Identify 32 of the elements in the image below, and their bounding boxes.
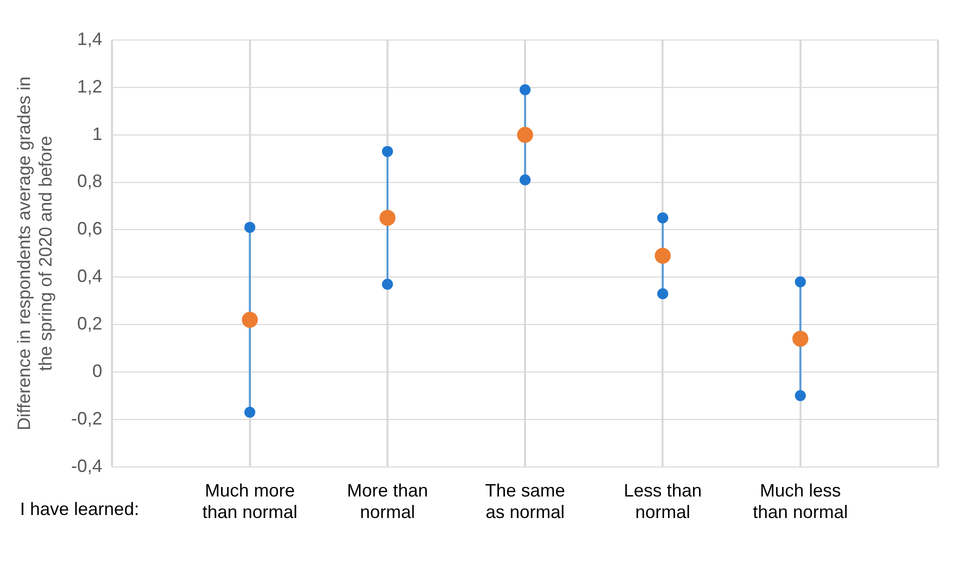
point — [657, 212, 668, 224]
y-tick-label: 1,2 — [77, 76, 102, 96]
y-tick-label: 0,2 — [77, 314, 102, 334]
point — [657, 288, 668, 300]
point — [382, 278, 393, 290]
point — [794, 276, 806, 288]
point — [792, 330, 808, 347]
point — [654, 248, 671, 264]
y-tick-label: -0,4 — [71, 456, 102, 476]
point — [520, 174, 531, 186]
y-tick-label: 1 — [92, 124, 102, 144]
point — [379, 210, 396, 226]
x-tick-label: Much more than normal — [202, 480, 298, 522]
x-tick-label: More than normal — [346, 480, 428, 522]
point — [244, 406, 256, 418]
text: I have learned: — [20, 498, 140, 519]
point — [794, 390, 806, 402]
y-tick-label: 0,8 — [77, 171, 102, 192]
y-tick-label: 1,4 — [77, 28, 102, 49]
point — [382, 146, 393, 157]
x-tick-label: Less than normal — [624, 480, 702, 522]
point — [244, 222, 256, 233]
y-tick-label: -0,2 — [71, 408, 102, 428]
y-axis-title: Difference in respondents average grades in the spring of 2020 and before — [14, 76, 56, 430]
x-tick-label: The same as normal — [485, 480, 566, 522]
y-tick-label: 0,4 — [77, 266, 102, 286]
point — [517, 126, 534, 143]
x-tick-label: Much less than normal — [752, 480, 848, 522]
y-tick-label: 0 — [92, 360, 102, 381]
point — [520, 84, 531, 96]
y-tick-label: 0,6 — [77, 218, 102, 239]
point — [242, 312, 258, 328]
